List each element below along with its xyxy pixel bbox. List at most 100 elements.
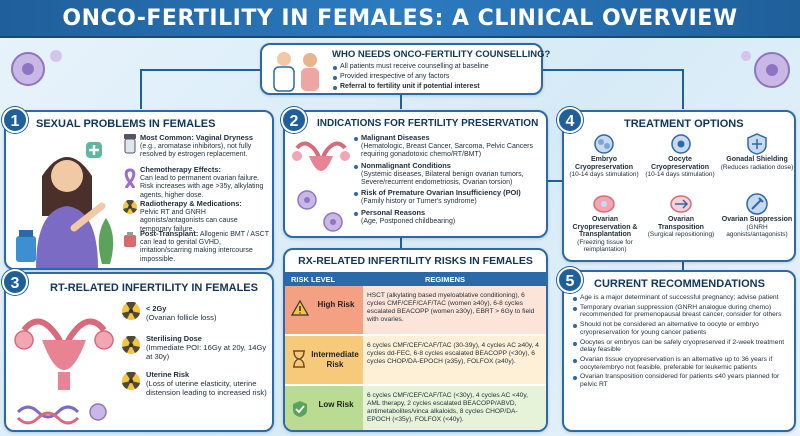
list-item: Should not be considered an alternative …: [572, 321, 794, 336]
table-row: Intermediate Risk 6 cycles CMF/CEF/CAF/T…: [285, 336, 546, 384]
list-item: Ovarian tissue cryopreservation is an al…: [572, 356, 794, 371]
transplant-icon: [124, 232, 136, 247]
ovary-tissue-icon: [593, 195, 615, 213]
treatment-note: (Freezing tissue for reimplantation): [577, 238, 633, 254]
indication-title: Personal Reasons: [361, 207, 426, 217]
treatment-title: Embryo Cryopreservation: [575, 156, 633, 171]
treatment-title: Oocyte Cryopreservation: [651, 156, 709, 171]
treatment-note: (10-14 days stimulation): [645, 171, 715, 178]
sexual-item-body: (e.g., aromatase inhibitors), not fully …: [140, 143, 252, 159]
rt-item-title: Sterilising Dose: [146, 334, 202, 343]
shield-icon: [747, 133, 767, 155]
indication-title: Nonmalignant Conditions: [361, 160, 451, 170]
indication-body: (Systemic diseases, Bilateral benign ova…: [361, 170, 524, 187]
treatment-option: Embryo Cryopreservation (10-14 days stim…: [568, 156, 640, 179]
table-row: Low Risk 6 cycles CMF/CEF/CAF/TAC (<30y)…: [285, 386, 546, 430]
check-shield-icon: [293, 401, 307, 417]
rt-item-title: Uterine Risk: [146, 370, 190, 379]
page-title: ONCO-FERTILITY IN FEMALES: A CLINICAL OV…: [0, 0, 800, 38]
section-number-badge: 3: [2, 269, 28, 295]
who-heading: WHO NEEDS ONCO-FERTILITY COUNSELLING?: [332, 49, 551, 60]
sexual-item-body: Can lead to permanent ovarian failure. R…: [140, 175, 264, 199]
rx-risk-table: RX-RELATED INFERTILITY RISKS IN FEMALES …: [283, 248, 548, 432]
cell-decoration-icon: [741, 51, 790, 88]
risk-level-cell: Low Risk: [285, 386, 363, 430]
sexual-item-title: Post-Transplant:: [140, 229, 199, 238]
rt-item-title: < 2Gy: [146, 304, 167, 313]
header-cell: RISK LEVEL: [291, 275, 336, 284]
rt-infertility-panel: RT-RELATED INFERTILITY IN FEMALES < 2Gy …: [4, 272, 274, 432]
connector-line: [400, 95, 402, 109]
risk-level-cell: High Risk: [285, 286, 363, 334]
treatment-option: Ovarian Transposition (Surgical repositi…: [646, 216, 716, 239]
syringe-icon: [746, 193, 768, 215]
connector-line: [543, 69, 683, 71]
radiation-icon: [123, 200, 137, 214]
indications-panel: INDICATIONS FOR FERTILITY PRESERVATION M…: [283, 110, 548, 238]
recommendations-heading: CURRENT RECOMMENDATIONS: [594, 278, 765, 290]
sexual-item-body: Allogenic BMT / ASCT can lead to genital…: [140, 231, 269, 263]
treatment-note: (Surgical repositioning): [647, 231, 715, 238]
connector-line: [140, 69, 142, 109]
warning-icon: [291, 300, 309, 316]
radiation-icon: [122, 336, 140, 354]
table-row: High Risk HSCT (alkylating based myeloab…: [285, 286, 546, 334]
indication-body: (Family history or Turner's syndrome): [361, 198, 477, 206]
indications-list: Malignant Diseases (Hematologic, Breast C…: [353, 133, 545, 228]
list-item: Nonmalignant Conditions (Systemic disease…: [353, 160, 545, 188]
indication-title: Malignant Diseases: [361, 133, 430, 142]
connector-line: [548, 180, 562, 182]
treatment-option: Ovarian Suppression (GNRH agonists/antag…: [718, 216, 796, 239]
indications-heading: INDICATIONS FOR FERTILITY PRESERVATION: [317, 118, 539, 129]
connector-line: [400, 238, 402, 248]
treatment-note: (Reduces radiation dose): [720, 163, 794, 171]
who-panel: WHO NEEDS ONCO-FERTILITY COUNSELLING? Al…: [260, 43, 550, 95]
rt-item-body: (Loss of uterine elasticity, uterine dis…: [146, 379, 267, 397]
radiation-icon: [122, 372, 140, 390]
list-item: Age is a major determinant of successful…: [572, 294, 794, 302]
section-number-badge: 5: [557, 267, 583, 293]
connector-line: [682, 69, 684, 109]
treatment-title: Ovarian Transposition: [658, 216, 704, 231]
list-item: Risk of Premature Ovarian Insufficiency …: [353, 189, 545, 206]
list-item: Oocytes or embryos can be safely cryopre…: [572, 339, 794, 354]
connector-line: [140, 69, 260, 71]
risk-level-cell: Intermediate Risk: [285, 336, 363, 384]
regimens-cell: 6 cycles CMF/CEF/CAF/TAC (30-39y), 4 cyc…: [367, 342, 539, 365]
treatment-panel: TREATMENT OPTIONS Embryo Cryopreservatio…: [562, 110, 796, 262]
section-number-badge: 2: [281, 107, 307, 133]
rt-item-body: (Immediate POI: 16Gy at 20y, 14Gy at 30y…: [146, 343, 267, 361]
treatment-option: Gonadal Shielding (Reduces radiation dos…: [720, 156, 794, 171]
treatment-title: Ovarian Cryopreservation & Transplantati…: [572, 216, 638, 238]
sexual-item: Chemotherapy Effects: Can lead to perman…: [140, 165, 270, 200]
hourglass-icon: [293, 350, 305, 368]
rt-heading: RT-RELATED INFERTILITY IN FEMALES: [50, 282, 258, 294]
treatment-note: (GNRH agonists/antagonists): [726, 223, 788, 239]
rx-heading: RX-RELATED INFERTILITY RISKS IN FEMALES: [298, 255, 533, 267]
uterus-icon: [14, 318, 114, 425]
sexual-item-body: Pelvic RT and GNRH agonists/antagonists …: [140, 209, 238, 233]
treatment-option: Oocyte Cryopreservation (10-14 days stim…: [644, 156, 716, 179]
sexual-item: Post-Transplant: Allogenic BMT / ASCT ca…: [140, 229, 270, 264]
connector-line: [682, 262, 684, 270]
doctor-patient-icon: [273, 52, 319, 92]
section-number-badge: 4: [557, 107, 583, 133]
plus-icon: [86, 142, 102, 158]
risk-level-label: Intermediate Risk: [311, 350, 359, 369]
sexual-problems-panel: SEXUAL PROBLEMS IN FEMALES Most Common: …: [4, 110, 274, 270]
regimens-cell: 6 cycles CMF/CEF/CAF/TAC (<30y), 4 cycle…: [367, 392, 528, 423]
pill-bottle-icon: [124, 134, 136, 154]
regimens-cell: HSCT (alkylating based myeloablative con…: [367, 292, 535, 323]
list-item: Malignant Diseases (Hematologic, Breast C…: [353, 133, 545, 160]
risk-level-label: High Risk: [317, 300, 355, 309]
sexual-item: Radiotherapy & Medications: Pelvic RT an…: [140, 199, 270, 234]
radiation-icon: [122, 302, 140, 320]
uterus-icon: [292, 141, 350, 232]
treatment-heading: TREATMENT OPTIONS: [624, 118, 744, 130]
indication-title: Risk of Premature Ovarian Insufficiency …: [361, 188, 521, 198]
sexual-item: Most Common: Vaginal Dryness (e.g., arom…: [140, 133, 270, 160]
list-item: Referral to fertility unit if potential …: [332, 83, 537, 91]
recommendations-list: Age is a major determinant of successful…: [572, 294, 794, 391]
treatment-title: Gonadal Shielding: [726, 156, 788, 163]
oocyte-icon: [671, 134, 691, 154]
